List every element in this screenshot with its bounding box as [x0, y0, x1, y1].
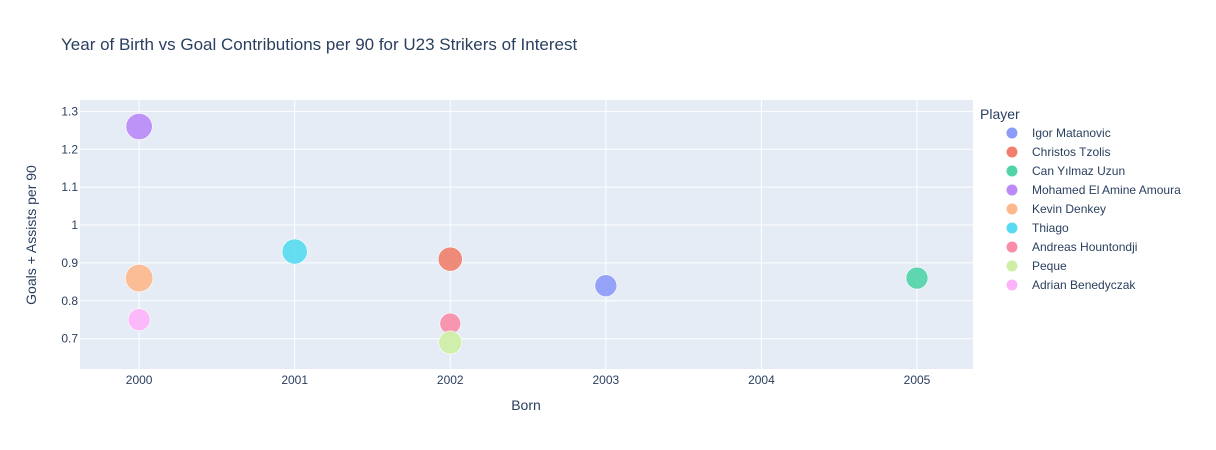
legend-label: Kevin Denkey: [1032, 202, 1106, 216]
y-axis-title: Goals + Assists per 90: [23, 165, 39, 305]
data-point: [905, 266, 929, 290]
data-point: [125, 113, 153, 141]
plot-area: [80, 100, 973, 369]
legend-marker: [1006, 165, 1018, 177]
data-point: [437, 246, 463, 272]
y-tick-label: 0.7: [61, 332, 78, 346]
legend-label: Christos Tzolis: [1032, 145, 1110, 159]
x-tick-label: 2000: [126, 373, 153, 387]
x-tick-label: 2003: [592, 373, 619, 387]
y-tick-label: 0.8: [61, 294, 78, 308]
legend-marker: [1006, 203, 1018, 215]
y-tick-label: 0.9: [61, 256, 78, 270]
y-tick-label: 1: [71, 218, 78, 232]
legend-marker: [1006, 279, 1018, 291]
legend-marker: [1006, 241, 1018, 253]
y-tick-labels: 0.7 0.8 0.9 1 1.1 1.2 1.3: [61, 104, 78, 345]
data-point: [125, 264, 154, 293]
chart-title: Year of Birth vs Goal Contributions per …: [61, 35, 578, 54]
legend-marker: [1006, 184, 1018, 196]
legend-title: Player: [980, 106, 1020, 122]
x-tick-label: 2004: [748, 373, 775, 387]
legend-label: Peque: [1032, 259, 1067, 273]
legend-label: Thiago: [1032, 221, 1069, 235]
legend-marker: [1006, 127, 1018, 139]
x-tick-labels: 2000 2001 2002 2003 2004 2005: [126, 373, 931, 387]
x-tick-label: 2001: [281, 373, 308, 387]
legend-label: Can Yılmaz Uzun: [1032, 164, 1125, 178]
y-tick-label: 1.2: [61, 142, 78, 156]
x-axis-title: Born: [511, 397, 541, 413]
legend-marker: [1006, 146, 1018, 158]
legend-label: Andreas Hountondji: [1032, 240, 1137, 254]
y-tick-label: 1.1: [61, 180, 78, 194]
legend-marker: [1006, 222, 1018, 234]
data-point: [127, 308, 151, 332]
legend-label: Mohamed El Amine Amoura: [1032, 183, 1181, 197]
x-tick-label: 2005: [904, 373, 931, 387]
y-tick-label: 1.3: [61, 104, 78, 118]
legend-label: Adrian Benedyczak: [1032, 278, 1136, 292]
data-points: [125, 113, 929, 355]
data-point: [438, 330, 463, 355]
data-point: [594, 274, 618, 297]
legend: Player Igor Matanovic Christos Tzolis Can …: [980, 106, 1181, 292]
legend-marker: [1006, 260, 1018, 272]
data-point: [281, 238, 308, 265]
x-tick-label: 2002: [437, 373, 464, 387]
legend-label: Igor Matanovic: [1032, 126, 1111, 140]
grid-lines: [80, 100, 973, 369]
